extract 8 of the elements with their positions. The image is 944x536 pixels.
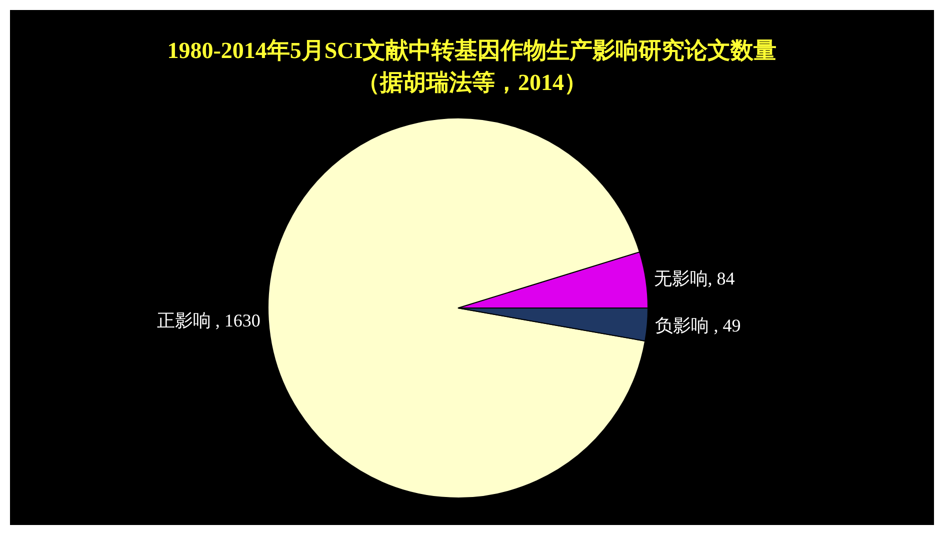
data-label: , 84 [708,268,735,288]
chart-subtitle: （据胡瑞法等，2014） [357,70,587,95]
slice-label: 负影响 [655,315,710,336]
slice-label: 无影响 [654,268,708,288]
slice-label: 正影响 [156,310,211,330]
data-label: , 1630 [210,310,260,330]
data-label: , 49 [709,315,741,336]
chart-title: 1980-2014年5月SCI文献中转基因作物生产影响研究论文数量 [167,37,777,63]
